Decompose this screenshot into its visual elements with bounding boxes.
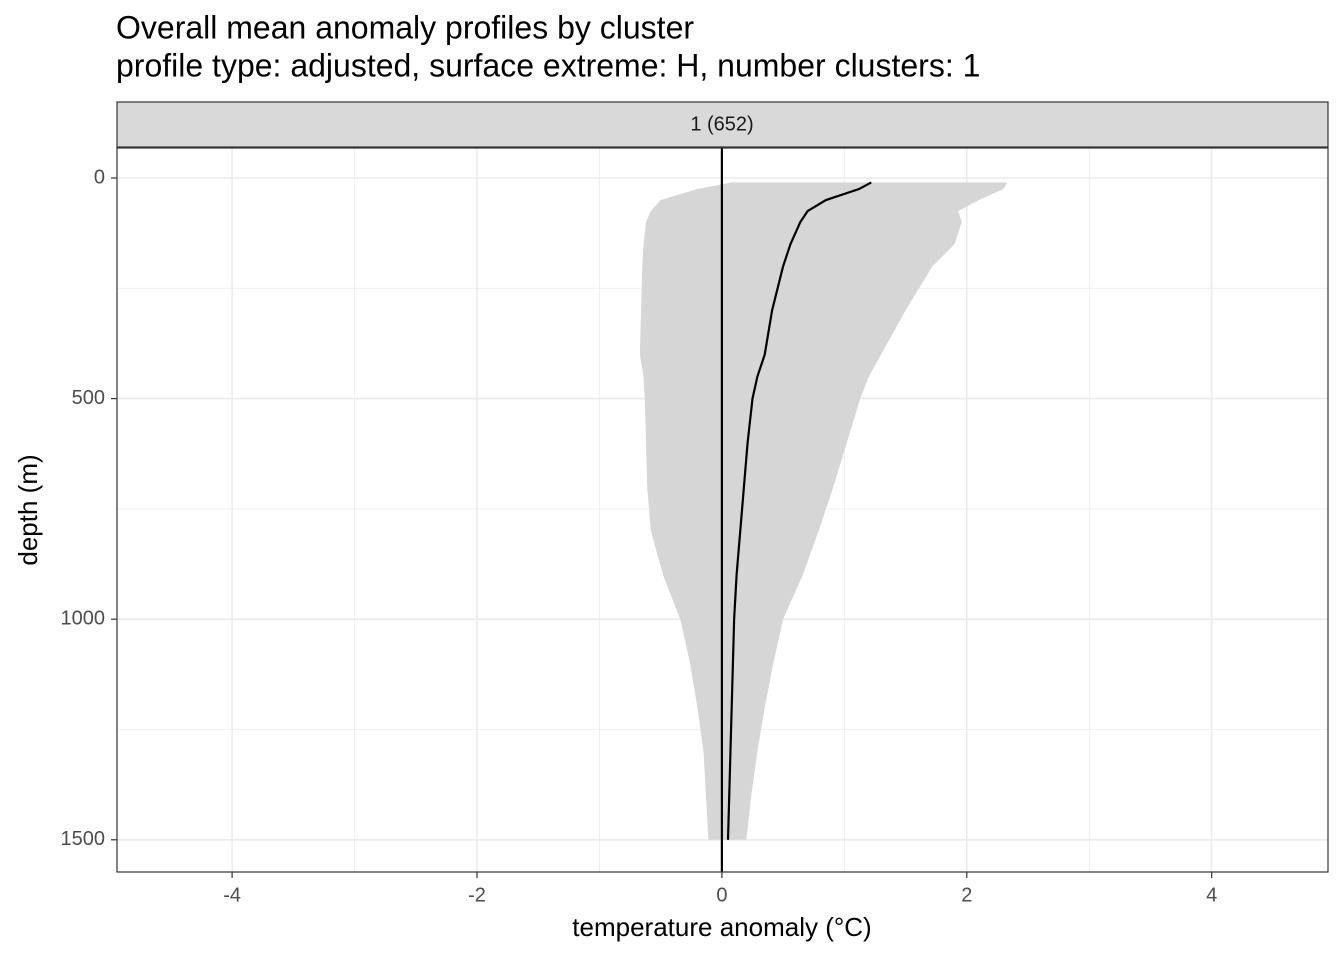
chart-title: Overall mean anomaly profiles by cluster [116,9,694,45]
y-tick-label: 1500 [61,828,106,850]
chart-subtitle: profile type: adjusted, surface extreme:… [116,47,980,83]
x-axis-title: temperature anomaly (°C) [572,912,871,942]
x-tick-label: -2 [468,884,486,906]
y-tick-label: 500 [72,387,105,409]
mean-line [726,181,872,840]
facet-strip [116,101,1329,148]
y-tick-label: 0 [94,166,105,188]
x-tick-label: 0 [716,884,727,906]
ribbon [639,182,1008,840]
panel-border [116,147,1329,873]
facet-label: 1 (652) [690,113,753,135]
x-tick-label: 2 [961,884,972,906]
x-tick-label: 4 [1206,884,1217,906]
y-axis-title: depth (m) [13,454,43,565]
y-tick-label: 1000 [61,607,106,629]
x-tick-label: -4 [223,884,241,906]
